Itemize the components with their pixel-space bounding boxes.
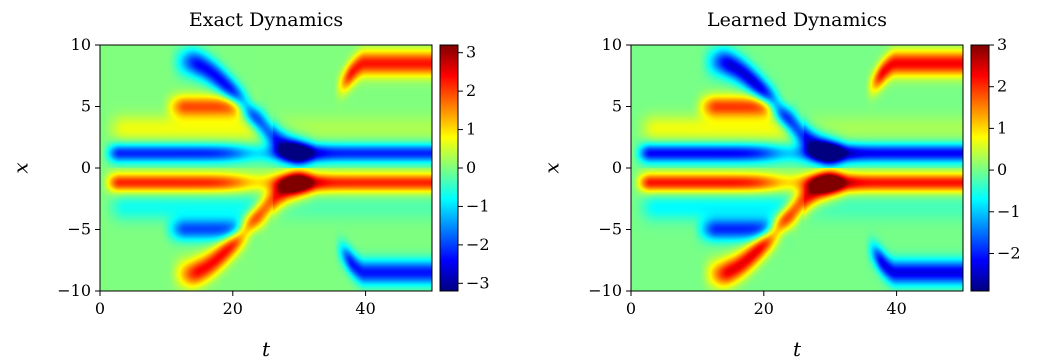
colorbar-tick-label: −3 bbox=[466, 273, 490, 292]
colorbar-tick-label: 2 bbox=[997, 77, 1007, 96]
x-axis-label: t bbox=[793, 337, 802, 361]
x-tick-label: 0 bbox=[95, 299, 105, 318]
y-axis-label: x bbox=[540, 162, 564, 173]
colorbar-tick-label: 3 bbox=[466, 43, 476, 62]
x-tick-label: 40 bbox=[355, 299, 375, 318]
y-tick-label: −10 bbox=[57, 281, 91, 300]
heatmap-plot-area bbox=[631, 45, 963, 291]
colorbar-tick-label: 1 bbox=[466, 120, 476, 139]
y-tick-label: 0 bbox=[81, 158, 91, 177]
y-tick-label: 10 bbox=[71, 35, 91, 54]
axes: 0 20 40 10 5 0 −5 −10 bbox=[588, 35, 907, 318]
colorbar-tick-label: 0 bbox=[997, 160, 1007, 179]
colorbar-tick-label: 0 bbox=[466, 158, 476, 177]
x-axis-label: t bbox=[262, 337, 271, 361]
heatmap-plot-area bbox=[100, 45, 432, 291]
y-tick-label: −5 bbox=[67, 220, 91, 239]
y-tick-label: 10 bbox=[602, 35, 622, 54]
chart-title: Learned Dynamics bbox=[707, 9, 887, 31]
chart-title: Exact Dynamics bbox=[189, 9, 343, 31]
x-tick-label: 40 bbox=[886, 299, 906, 318]
colorbar-tick-label: 3 bbox=[997, 35, 1007, 54]
colorbar bbox=[970, 44, 990, 292]
y-tick-label: 0 bbox=[612, 158, 622, 177]
colorbar bbox=[439, 44, 459, 292]
y-axis-label: x bbox=[9, 162, 33, 173]
colorbar-tick-label: −2 bbox=[997, 243, 1021, 262]
x-tick-label: 20 bbox=[223, 299, 243, 318]
x-tick-label: 20 bbox=[754, 299, 774, 318]
colorbar-ticks: 3 2 1 0 −1 −2 bbox=[989, 35, 1021, 262]
colorbar-tick-label: 1 bbox=[997, 118, 1007, 137]
colorbar-ticks: 3 2 1 0 −1 −2 −3 bbox=[458, 43, 490, 292]
y-tick-label: 5 bbox=[612, 97, 622, 116]
x-tick-label: 0 bbox=[626, 299, 636, 318]
colorbar-tick-label: −2 bbox=[466, 235, 490, 254]
colorbar-tick-label: 2 bbox=[466, 81, 476, 100]
colorbar-tick-label: −1 bbox=[466, 196, 490, 215]
y-tick-label: −5 bbox=[598, 220, 622, 239]
y-tick-label: −10 bbox=[588, 281, 622, 300]
colorbar-tick-label: −1 bbox=[997, 202, 1021, 221]
y-tick-label: 5 bbox=[81, 97, 91, 116]
axes: 0 20 40 10 5 0 −5 −10 bbox=[57, 35, 376, 318]
